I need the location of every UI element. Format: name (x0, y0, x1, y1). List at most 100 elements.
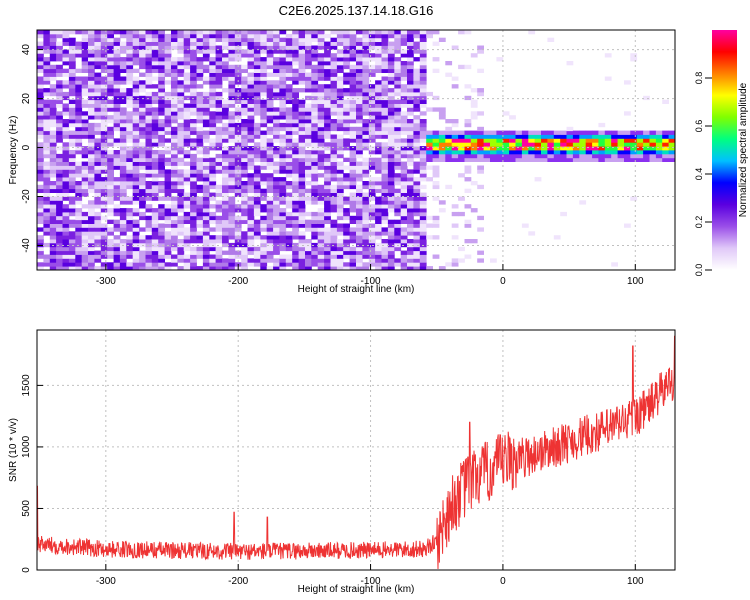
spectrogram-cell (413, 246, 421, 252)
spectrogram-cell (100, 115, 108, 120)
spectrogram-cell (349, 126, 357, 132)
spectrogram-cell (126, 173, 134, 178)
spectrogram-cell (228, 130, 236, 135)
spectrogram-cell (279, 80, 287, 85)
spectrogram-cell (247, 258, 255, 263)
spectrogram-cell (521, 138, 529, 143)
spectrogram-cell (81, 246, 89, 252)
spectrogram-cell (566, 146, 574, 151)
spectrogram-cell (317, 165, 325, 170)
spectrogram-cell (502, 153, 510, 159)
spectrogram-cell (362, 45, 370, 50)
spectrogram-cell (317, 196, 325, 201)
spectrogram-cell (356, 134, 363, 139)
spectrogram-cell (81, 235, 89, 240)
spectrogram-cell (419, 91, 427, 97)
spectrogram-cell (279, 49, 287, 54)
spectrogram-cell (75, 53, 83, 58)
spectrogram-cell (222, 177, 229, 182)
spectrogram-cell (298, 142, 306, 147)
spectrogram-cell (253, 107, 261, 112)
spectrogram-cell (266, 61, 274, 66)
spectrogram-cell (362, 239, 370, 244)
spectrogram-cell (394, 119, 402, 124)
spectrogram-cell (177, 57, 185, 62)
spectrogram-cell (566, 130, 574, 135)
spectrogram-cell (400, 161, 408, 166)
spectrogram-cell (407, 84, 414, 89)
spectrogram-cell (324, 146, 331, 151)
spectrogram-cell (362, 103, 370, 108)
spectrogram-cell (630, 150, 638, 155)
spectrogram-cell (400, 153, 408, 159)
spectrogram-cell (324, 84, 331, 89)
spectrogram-cell (56, 165, 63, 170)
spectrogram-cell (247, 103, 255, 108)
spectrogram-cell (349, 111, 357, 116)
spectrogram-cell (330, 111, 338, 116)
spectrogram-cell (279, 88, 287, 93)
spectrogram-cell (94, 258, 102, 263)
spectrogram-cell (94, 142, 102, 147)
spectrogram-cell (356, 266, 363, 271)
spectrogram-cell (560, 130, 567, 135)
spectrogram-cell (132, 254, 140, 259)
spectrogram-cell (407, 95, 414, 101)
spectrogram-cell (183, 119, 191, 124)
spectrogram-cell (88, 99, 95, 104)
spectrogram-cell (222, 107, 229, 112)
spectrogram-cell (611, 134, 618, 139)
spectrogram-cell (464, 119, 472, 124)
spectrogram-cell (260, 64, 268, 70)
spectrogram-cell (215, 188, 223, 193)
spectrogram-cell (202, 254, 210, 259)
spectrogram-cell (113, 181, 121, 186)
spectrogram-cell (413, 122, 421, 128)
spectrogram-cell (190, 223, 197, 228)
spectrogram-cell (228, 254, 236, 259)
spectrogram-cell (177, 41, 185, 46)
spectrogram-cell (387, 103, 395, 108)
spectrogram-cell (43, 107, 51, 112)
spectrogram-cell (196, 146, 204, 151)
spectrogram-cell (279, 235, 287, 240)
spectrogram-cell (368, 157, 376, 162)
spectrogram-cell (88, 68, 95, 73)
spectrogram-cell (75, 150, 83, 155)
spectrogram-cell (68, 111, 76, 116)
spectrogram-cell (317, 266, 325, 271)
spectrogram-cell (515, 150, 523, 155)
spectrogram-cell (400, 115, 408, 120)
spectrogram-cell (88, 184, 95, 190)
spectrogram-cell (330, 119, 338, 124)
spectrogram-cell (394, 239, 402, 244)
spectrogram-cell (183, 57, 191, 62)
spectrogram-cell (649, 134, 657, 139)
spectrogram-cell (643, 150, 650, 155)
spectrogram-cell (317, 242, 325, 248)
spectrogram-cell (413, 126, 421, 132)
spectrogram-cell (43, 254, 51, 259)
spectrogram-cell (553, 134, 561, 139)
spectrogram-cell (177, 266, 185, 271)
spectrogram-cell (62, 242, 70, 248)
spectrogram-cell (458, 246, 465, 252)
spectrogram-cell (196, 64, 204, 70)
spectrogram-cell (49, 33, 57, 39)
spectrogram-cell (362, 134, 370, 139)
spectrogram-cell (94, 215, 102, 221)
spectrogram-cell (330, 250, 338, 255)
spectrogram-cell (305, 211, 312, 217)
spectrogram-cell (222, 188, 229, 193)
spectrogram-cell (75, 115, 83, 120)
spectrogram-cell (171, 119, 178, 124)
spectrogram-cell (260, 239, 268, 244)
spectrogram-cell (413, 223, 421, 228)
spectrogram-cell (37, 115, 44, 120)
spectrogram-cell (349, 107, 357, 112)
spectrogram-cell (349, 235, 357, 240)
spectrogram-cell (553, 235, 561, 240)
spectrogram-cell (611, 146, 618, 151)
spectrogram-cell (164, 103, 172, 108)
spectrogram-cell (196, 161, 204, 166)
